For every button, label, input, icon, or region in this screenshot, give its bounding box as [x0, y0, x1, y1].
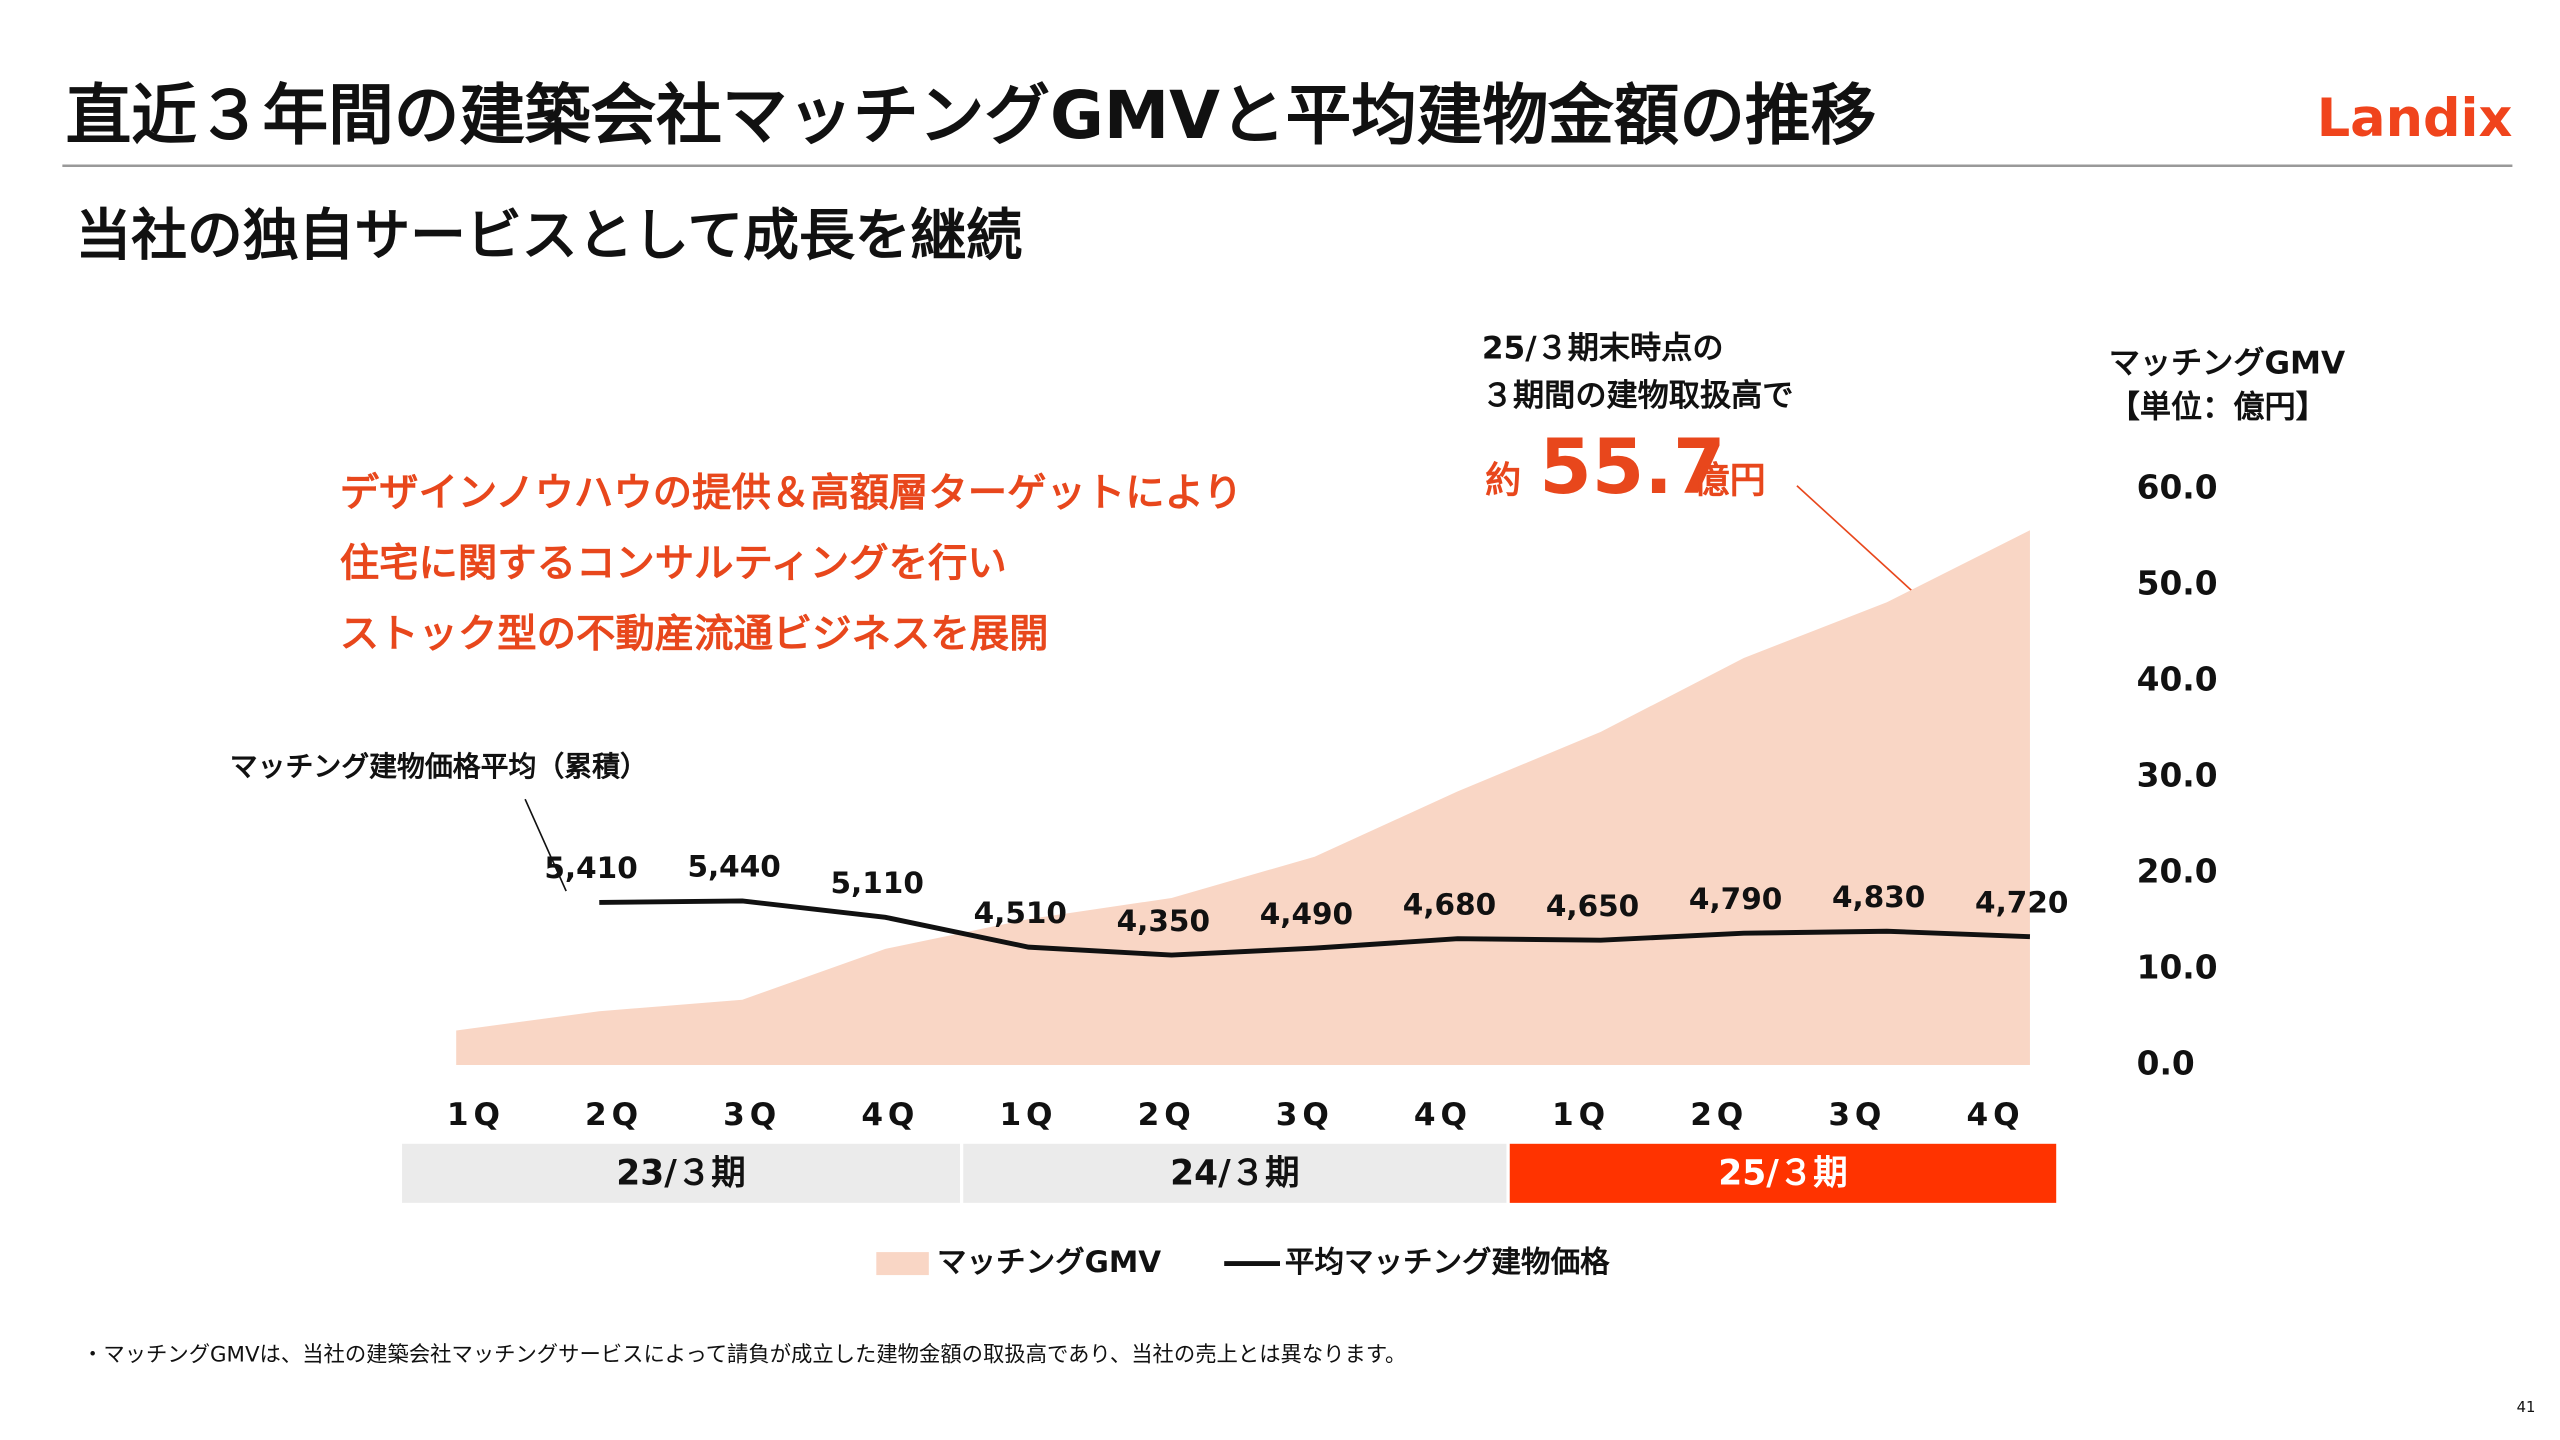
period-band [963, 1143, 1507, 1203]
title: 直近３年間の建築会社マッチングGMVと平均建物金額の推移 [66, 78, 1877, 154]
data-label: 5,440 [687, 850, 780, 884]
data-label: 4,510 [974, 896, 1067, 930]
x-tick-label: 2Q [1690, 1097, 1748, 1133]
period-label: 25/３期 [1718, 1153, 1847, 1193]
axis-title: マッチングGMV [2109, 345, 2345, 381]
y-tick-label: 0.0 [2137, 1045, 2195, 1083]
period-band [402, 1143, 960, 1203]
axis-title: 【単位：億円】 [2109, 390, 2327, 426]
y-tick-label: 20.0 [2137, 853, 2218, 891]
y-tick-label: 10.0 [2137, 949, 2218, 987]
legend-label: 平均マッチング建物価格 [1285, 1245, 1610, 1279]
page-number: 41 [2517, 1399, 2536, 1416]
data-label: 4,790 [1689, 882, 1782, 916]
data-label: 4,650 [1546, 889, 1639, 923]
callout-line: デザインノウハウの提供＆高額層ターゲットにより [340, 470, 1243, 516]
callout-line: 住宅に関するコンサルティングを行い [340, 541, 1007, 587]
highlight-value: 55.7 [1539, 423, 1725, 511]
line-annotation: マッチング建物価格平均（累積） [230, 750, 648, 783]
legend-label: マッチングGMV [937, 1245, 1161, 1279]
data-label: 5,410 [544, 851, 637, 885]
logo: Landix [2317, 88, 2513, 149]
x-tick-label: 1Q [447, 1097, 505, 1133]
highlight-suffix: 億円 [1694, 458, 1766, 501]
footnote: ・マッチングGMVは、当社の建築会社マッチングサービスによって請負が成立した建物… [82, 1342, 1406, 1367]
y-tick-label: 60.0 [2137, 469, 2218, 507]
y-tick-label: 40.0 [2137, 661, 2218, 699]
highlight-text: 25/３期末時点の [1482, 331, 1724, 367]
x-tick-label: 4Q [1414, 1097, 1472, 1133]
callout-line: ストック型の不動産流通ビジネスを展開 [340, 611, 1049, 657]
x-tick-label: 2Q [1138, 1097, 1196, 1133]
price-line [599, 898, 2031, 958]
data-label: 4,490 [1260, 897, 1353, 931]
subtitle: 当社の独自サービスとして成長を継続 [75, 204, 1022, 269]
x-tick-label: 2Q [585, 1097, 643, 1133]
period-label: 24/３期 [1170, 1153, 1299, 1193]
x-tick-label: 1Q [1552, 1097, 1610, 1133]
highlight-text: ３期間の建物取扱高で [1482, 378, 1794, 414]
data-label: 5,110 [831, 866, 924, 900]
x-tick-label: 3Q [1276, 1097, 1334, 1133]
data-label: 4,680 [1403, 887, 1496, 921]
highlight-prefix: 約 [1485, 458, 1521, 501]
x-tick-label: 1Q [999, 1097, 1057, 1133]
data-label: 4,830 [1832, 880, 1925, 914]
y-tick-label: 30.0 [2137, 757, 2218, 795]
x-tick-label: 3Q [723, 1097, 781, 1133]
period-label: 23/３期 [616, 1153, 745, 1193]
x-tick-label: 4Q [861, 1097, 919, 1133]
data-label: 4,350 [1117, 904, 1210, 938]
x-tick-label: 4Q [1966, 1097, 2024, 1133]
x-tick-label: 3Q [1828, 1097, 1886, 1133]
annotation-leader [524, 798, 567, 892]
y-tick-label: 50.0 [2137, 565, 2218, 603]
data-label: 4,720 [1975, 885, 2068, 919]
highlight-leader [1796, 485, 1931, 608]
gmv-area [456, 530, 2030, 1066]
period-band [1509, 1143, 2057, 1203]
legend-swatch [876, 1252, 929, 1276]
